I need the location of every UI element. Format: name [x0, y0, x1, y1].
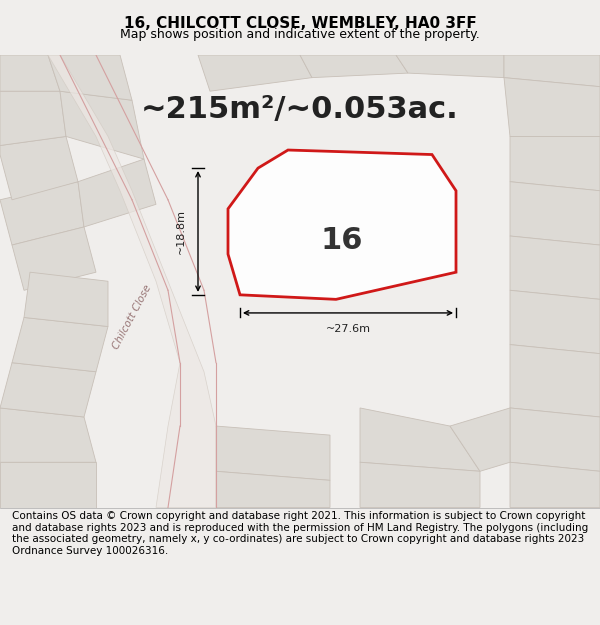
- Polygon shape: [48, 55, 132, 100]
- Polygon shape: [48, 55, 216, 508]
- Polygon shape: [504, 55, 600, 87]
- Text: Map shows position and indicative extent of the property.: Map shows position and indicative extent…: [120, 28, 480, 41]
- Polygon shape: [216, 426, 330, 481]
- Polygon shape: [360, 408, 480, 471]
- Polygon shape: [510, 462, 600, 508]
- Polygon shape: [396, 55, 504, 78]
- Text: 16, CHILCOTT CLOSE, WEMBLEY, HA0 3FF: 16, CHILCOTT CLOSE, WEMBLEY, HA0 3FF: [124, 16, 476, 31]
- Polygon shape: [198, 55, 312, 91]
- Polygon shape: [510, 408, 600, 471]
- Polygon shape: [0, 182, 84, 245]
- Polygon shape: [0, 462, 96, 508]
- Text: Chilcott Close: Chilcott Close: [111, 284, 153, 351]
- Polygon shape: [0, 408, 96, 462]
- Polygon shape: [24, 272, 108, 326]
- Polygon shape: [78, 159, 156, 227]
- Polygon shape: [60, 91, 144, 159]
- Text: 16: 16: [321, 226, 363, 255]
- Polygon shape: [300, 55, 408, 78]
- Polygon shape: [0, 362, 96, 417]
- Polygon shape: [510, 344, 600, 417]
- Polygon shape: [510, 236, 600, 299]
- Polygon shape: [0, 55, 60, 91]
- Text: ~27.6m: ~27.6m: [325, 324, 371, 334]
- Polygon shape: [12, 227, 96, 290]
- Polygon shape: [0, 136, 78, 200]
- Polygon shape: [510, 182, 600, 245]
- Polygon shape: [450, 408, 510, 471]
- Polygon shape: [216, 471, 330, 508]
- Polygon shape: [12, 318, 108, 372]
- Text: ~215m²/~0.053ac.: ~215m²/~0.053ac.: [141, 95, 459, 124]
- Polygon shape: [504, 78, 600, 136]
- Polygon shape: [510, 290, 600, 354]
- Polygon shape: [0, 91, 66, 146]
- Polygon shape: [360, 462, 480, 508]
- Text: ~18.8m: ~18.8m: [176, 209, 186, 254]
- Polygon shape: [228, 150, 456, 299]
- Text: Contains OS data © Crown copyright and database right 2021. This information is : Contains OS data © Crown copyright and d…: [12, 511, 588, 556]
- Polygon shape: [510, 136, 600, 191]
